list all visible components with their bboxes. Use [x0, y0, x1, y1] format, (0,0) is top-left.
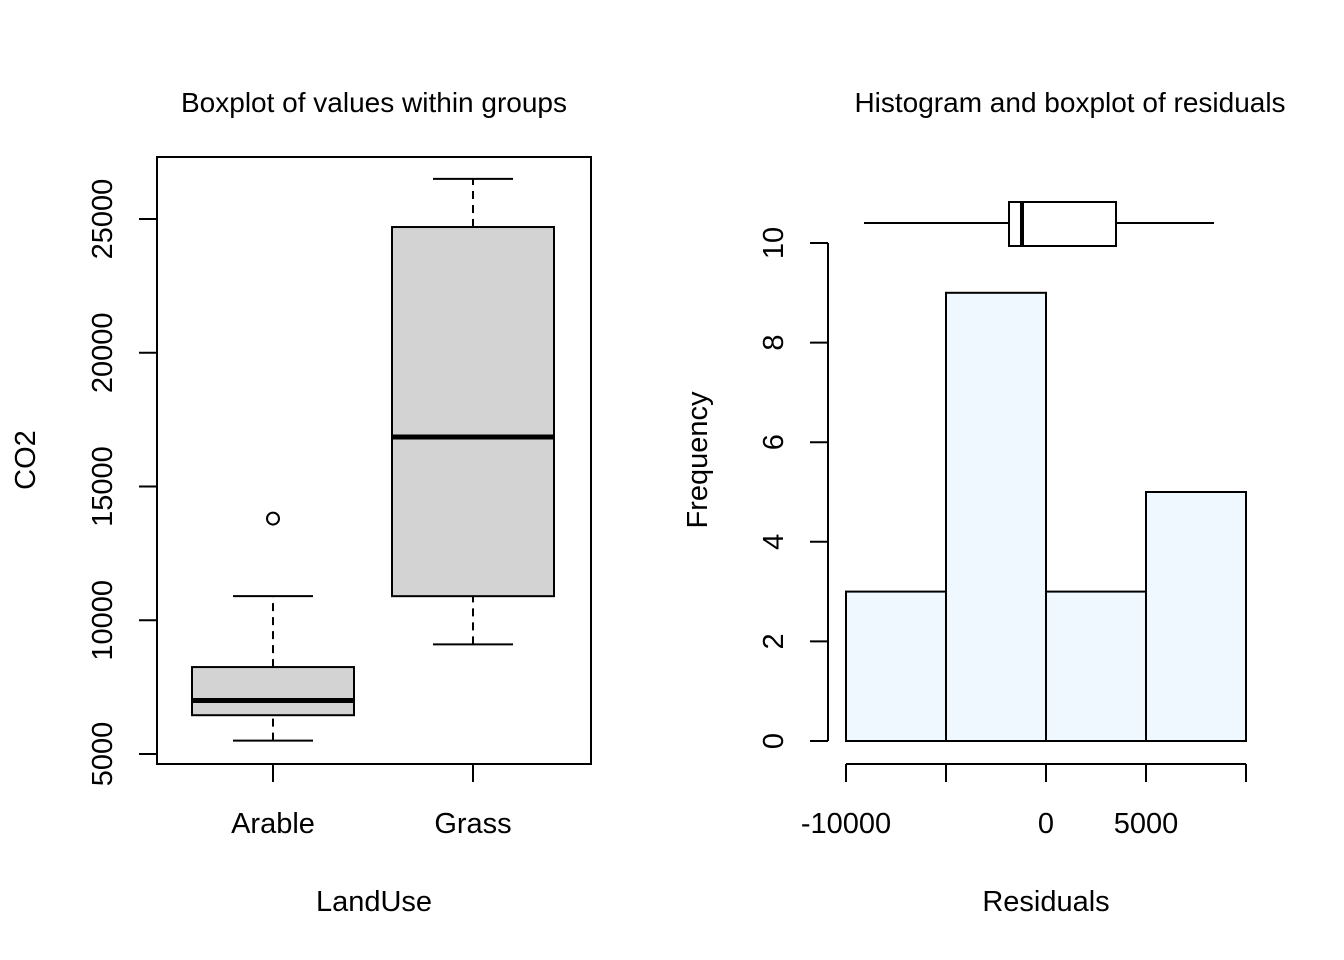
- boxplot-y-tick-label: 5000: [87, 722, 119, 787]
- boxplot-y-axis-title: CO2: [10, 430, 42, 490]
- outlier-point: [266, 511, 280, 526]
- box-group-arable: [191, 511, 355, 742]
- residual-iqr-box: [1008, 201, 1117, 247]
- histogram-x-tick-label: -10000: [801, 808, 891, 840]
- boxplot-x-tick-label: Grass: [434, 808, 511, 840]
- histogram-y-axis-title: Frequency: [682, 391, 714, 529]
- histogram-title: Histogram and boxplot of residuals: [854, 87, 1285, 118]
- histogram-bar: [845, 590, 947, 742]
- histogram-y-tick-label: 2: [758, 633, 790, 649]
- residual-boxplot: [864, 201, 1214, 247]
- histogram-y-tick-label: 4: [758, 534, 790, 550]
- histogram-y-tick-label: 10: [758, 227, 790, 259]
- histogram-x-tick-label: 5000: [1114, 808, 1179, 840]
- histogram-bar: [1045, 590, 1147, 742]
- histogram-y-tick-label: 8: [758, 335, 790, 351]
- histogram-x-axis-title: Residuals: [982, 886, 1109, 918]
- histogram-y-tick-label: 0: [758, 733, 790, 749]
- histogram-bar: [945, 291, 1047, 742]
- boxplot-y-tick-label: 25000: [87, 179, 119, 260]
- boxplot-title: Boxplot of values within groups: [181, 87, 567, 118]
- histogram-marks: 0 2 4 6 8 10 -10000 0 5000: [758, 201, 1247, 840]
- boxplot-y-tick-label: 15000: [87, 446, 119, 527]
- histogram-y-tick-label: 6: [758, 434, 790, 450]
- iqr-box: [391, 226, 555, 598]
- histogram-bar: [1145, 491, 1247, 742]
- histogram-panel: Histogram and boxplot of residuals Resid…: [682, 87, 1286, 918]
- boxplot-marks: 5000 10000 15000 20000 25000 Arable Grass: [87, 177, 555, 840]
- box-group-grass: [391, 177, 555, 646]
- boxplot-panel: Boxplot of values within groups LandUse …: [10, 87, 592, 918]
- iqr-box: [191, 666, 355, 717]
- boxplot-x-tick-label: Arable: [231, 808, 315, 840]
- boxplot-y-tick-label: 10000: [87, 580, 119, 661]
- boxplot-y-tick-label: 20000: [87, 312, 119, 393]
- histogram-x-tick-label: 0: [1038, 808, 1054, 840]
- boxplot-x-axis-title: LandUse: [316, 886, 432, 918]
